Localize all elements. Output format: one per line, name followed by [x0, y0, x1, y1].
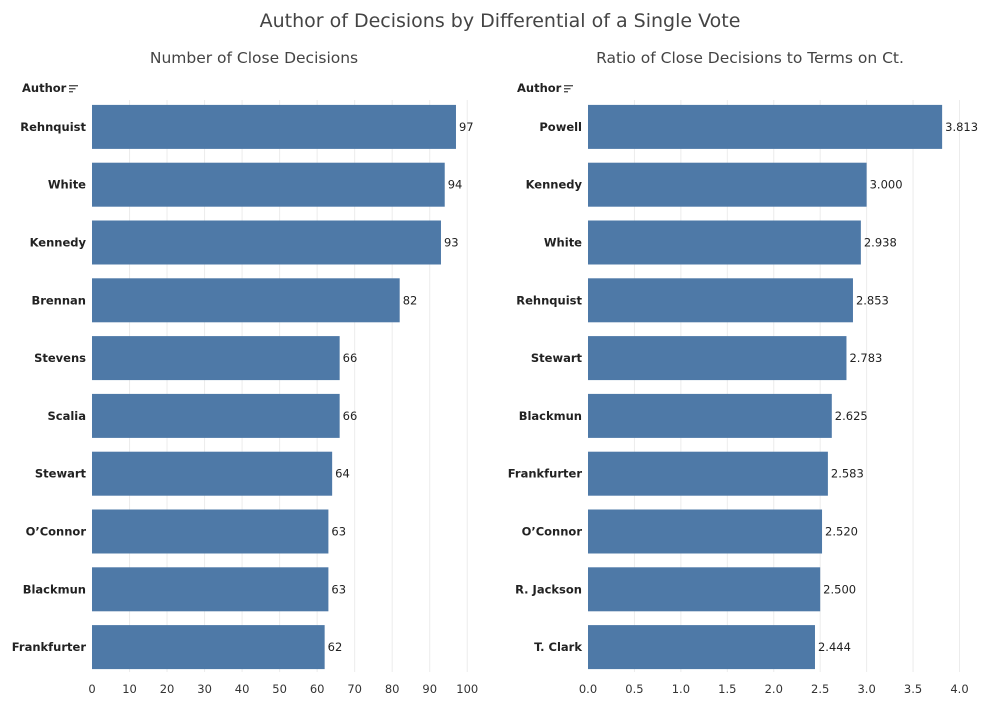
- x-tick-label: 1.0: [672, 682, 690, 696]
- bar[interactable]: [92, 162, 445, 207]
- value-label: 2.938: [864, 236, 897, 250]
- bar[interactable]: [92, 220, 441, 265]
- value-label: 66: [343, 409, 358, 423]
- value-label: 66: [343, 351, 358, 365]
- value-label: 2.583: [831, 467, 864, 481]
- x-tick-label: 2.0: [765, 682, 783, 696]
- bar[interactable]: [588, 393, 832, 438]
- author-header-right[interactable]: Author: [517, 81, 574, 95]
- value-label: 2.625: [835, 409, 868, 423]
- bar[interactable]: [588, 451, 828, 496]
- category-label[interactable]: Frankfurter: [12, 640, 87, 654]
- bar[interactable]: [588, 104, 943, 149]
- x-tick-label: 20: [160, 682, 175, 696]
- value-label: 82: [403, 293, 418, 307]
- x-tick-label: 100: [456, 682, 478, 696]
- author-header-left[interactable]: Author: [22, 81, 79, 95]
- bar[interactable]: [588, 509, 823, 554]
- sort-icon[interactable]: [564, 84, 574, 93]
- chart-title-right: Ratio of Close Decisions to Terms on Ct.: [596, 49, 904, 67]
- x-tick-label: 30: [197, 682, 212, 696]
- category-label[interactable]: Blackmun: [23, 582, 86, 596]
- x-tick-label: 4.0: [950, 682, 968, 696]
- bar[interactable]: [588, 220, 861, 265]
- category-label[interactable]: Rehnquist: [516, 293, 582, 307]
- x-tick-label: 0.5: [625, 682, 643, 696]
- x-tick-label: 0: [88, 682, 95, 696]
- category-label[interactable]: White: [544, 236, 582, 250]
- sort-icon[interactable]: [69, 84, 79, 93]
- x-tick-label: 50: [272, 682, 287, 696]
- x-tick-label: 90: [422, 682, 437, 696]
- x-tick-label: 3.0: [857, 682, 875, 696]
- dashboard-title: Author of Decisions by Differential of a…: [259, 10, 741, 32]
- value-label: 63: [331, 582, 346, 596]
- category-label[interactable]: Kennedy: [30, 236, 87, 250]
- category-label[interactable]: R. Jackson: [515, 582, 582, 596]
- x-tick-label: 40: [235, 682, 250, 696]
- category-label[interactable]: Frankfurter: [508, 467, 583, 481]
- category-label[interactable]: White: [48, 178, 86, 192]
- category-label[interactable]: Kennedy: [526, 178, 583, 192]
- value-label: 3.000: [870, 178, 903, 192]
- author-header-label: Author: [22, 81, 67, 95]
- x-tick-label: 70: [347, 682, 362, 696]
- value-label: 94: [448, 178, 463, 192]
- bar[interactable]: [588, 162, 867, 207]
- category-label[interactable]: Stewart: [531, 351, 583, 365]
- x-tick-label: 1.5: [718, 682, 736, 696]
- bar[interactable]: [92, 509, 329, 554]
- x-tick-label: 60: [310, 682, 325, 696]
- author-header-label: Author: [517, 81, 562, 95]
- bar[interactable]: [588, 278, 853, 323]
- value-label: 2.500: [823, 582, 856, 596]
- x-tick-label: 0.0: [579, 682, 597, 696]
- x-tick-label: 10: [122, 682, 137, 696]
- x-tick-label: 2.5: [811, 682, 829, 696]
- category-label[interactable]: Stewart: [35, 467, 87, 481]
- chart-title-left: Number of Close Decisions: [149, 49, 359, 67]
- value-label: 2.520: [825, 525, 858, 539]
- bar[interactable]: [92, 625, 325, 670]
- bar[interactable]: [92, 393, 340, 438]
- bar[interactable]: [92, 278, 400, 323]
- value-label: 2.853: [856, 293, 889, 307]
- x-tick-label: 80: [385, 682, 400, 696]
- category-label[interactable]: Stevens: [34, 351, 86, 365]
- value-label: 2.444: [818, 640, 851, 654]
- bar[interactable]: [92, 104, 456, 149]
- category-label[interactable]: Scalia: [47, 409, 86, 423]
- bar[interactable]: [92, 567, 329, 612]
- bar[interactable]: [92, 336, 340, 381]
- category-label[interactable]: O’Connor: [522, 525, 583, 539]
- category-label[interactable]: Powell: [539, 120, 582, 134]
- category-label[interactable]: Brennan: [31, 293, 86, 307]
- value-label: 63: [331, 525, 346, 539]
- bar[interactable]: [588, 336, 847, 381]
- category-label[interactable]: T. Clark: [534, 640, 582, 654]
- bar[interactable]: [588, 625, 815, 670]
- x-tick-label: 3.5: [904, 682, 922, 696]
- value-label: 3.813: [945, 120, 978, 134]
- value-label: 97: [459, 120, 474, 134]
- bar[interactable]: [588, 567, 821, 612]
- category-label[interactable]: Blackmun: [519, 409, 582, 423]
- value-label: 62: [328, 640, 343, 654]
- category-label[interactable]: Rehnquist: [20, 120, 86, 134]
- value-label: 2.783: [849, 351, 882, 365]
- value-label: 93: [444, 236, 459, 250]
- category-label[interactable]: O’Connor: [26, 525, 87, 539]
- bar[interactable]: [92, 451, 333, 496]
- value-label: 64: [335, 467, 350, 481]
